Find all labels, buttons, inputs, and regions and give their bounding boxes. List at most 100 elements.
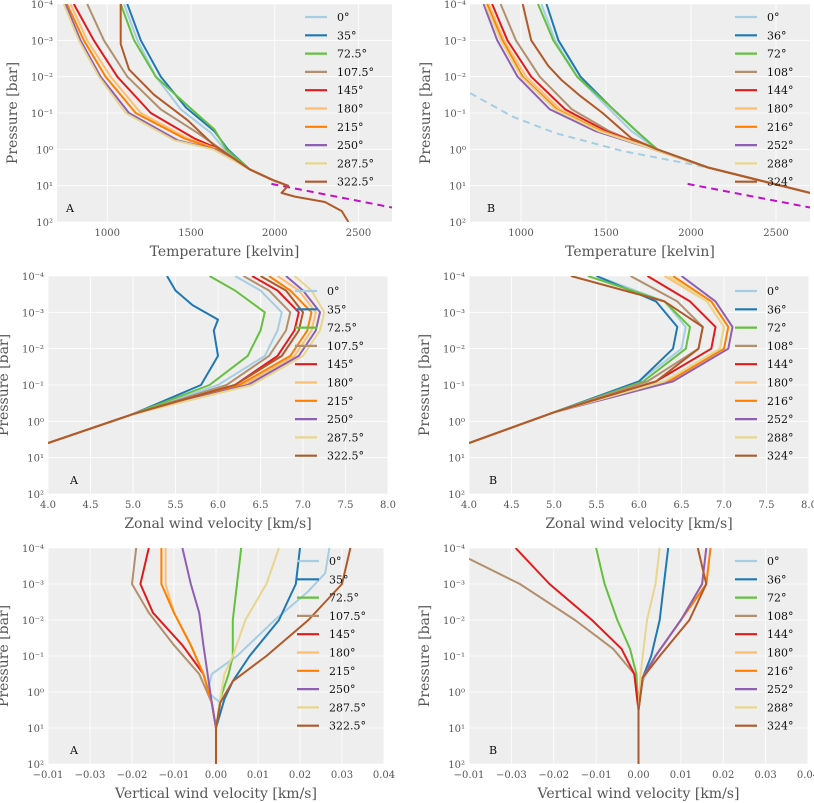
series-group [469, 276, 734, 445]
legend-label: 215° [327, 395, 354, 408]
x-tick-label: 0.02 [289, 770, 311, 781]
y-tick-label: 10⁻² [443, 616, 465, 627]
x-tick-label: 8.0 [380, 500, 396, 511]
legend-label: 180° [329, 647, 356, 660]
legend-label: 250° [327, 413, 354, 426]
x-tick-label: 4.5 [83, 500, 99, 511]
legend-label: 180° [767, 647, 794, 660]
y-tick-label: 10⁻¹ [444, 109, 466, 120]
y-tick-label: 10⁻⁴ [443, 272, 465, 283]
reference-line [271, 182, 392, 209]
panel-letter: A [69, 744, 79, 757]
legend-label: 252° [767, 413, 794, 426]
series-line [181, 548, 217, 764]
x-tick-label: 1000 [508, 228, 533, 239]
y-tick-label: 10⁻² [22, 345, 44, 356]
legend-label: 0° [767, 555, 780, 568]
legend-label: 288° [767, 701, 794, 714]
x-tick-label: 7.0 [716, 500, 732, 511]
x-axis-label: Temperature [kelvin] [150, 244, 300, 260]
legend-label: 216° [767, 121, 794, 134]
x-tick-label: 0.04 [797, 770, 814, 781]
legend-label: 216° [767, 395, 794, 408]
x-tick-label: 7.5 [338, 500, 354, 511]
x-tick-label: 0.00 [627, 770, 649, 781]
legend-label: 324° [767, 450, 794, 463]
series-group [469, 548, 712, 764]
x-tick-label: 7.5 [759, 500, 775, 511]
x-tick-label: 0.02 [712, 770, 734, 781]
y-tick-label: 10⁻² [22, 616, 44, 627]
y-tick-label: 10¹ [448, 454, 465, 465]
legend-label: 145° [329, 628, 356, 641]
panel-zonal-A: 4.0 4.5 5.0 5.5 6.0 6.5 7.0 7.5 8.0 10⁻⁴ 10⁻³ 10⁻² 1… [0, 272, 396, 532]
series-line [637, 548, 708, 764]
legend-label: 288° [767, 431, 794, 444]
y-tick-label: 10⁻³ [443, 580, 465, 591]
y-tick-label: 10⁻² [31, 73, 53, 84]
panel-vertical-B: −0.01 −0.03 −0.02 −0.01 0.00 0.01 0.02 0.03 0.04… [417, 544, 814, 802]
y-tick-label: 10¹ [27, 724, 44, 735]
x-tick-label: 2500 [346, 228, 371, 239]
legend-label: 0° [767, 11, 780, 24]
x-tick-label: 4.0 [40, 500, 56, 511]
y-tick-label: 10⁻² [443, 345, 465, 356]
x-tick-label: 1500 [593, 228, 618, 239]
legend-label: 180° [767, 377, 794, 390]
y-axis-label: Pressure [bar] [417, 334, 433, 436]
series-line [521, 4, 810, 194]
legend-label: 215° [329, 665, 356, 678]
legend-label: 287.5° [329, 701, 366, 714]
y-tick-label: 10⁰ [448, 417, 465, 428]
legend-label: 72° [767, 322, 787, 335]
x-tick-label: 4.0 [461, 500, 477, 511]
x-tick-label: 4.5 [504, 500, 520, 511]
reference-line [687, 182, 810, 209]
y-tick-label: 10⁻⁴ [22, 272, 44, 283]
y-tick-label: 10⁰ [27, 688, 44, 699]
x-tick-label: 0.03 [331, 770, 353, 781]
legend-label: 36° [767, 573, 787, 586]
x-tick-label: 0.01 [670, 770, 692, 781]
y-axis-label: Pressure [bar] [5, 62, 21, 164]
y-tick-label: 10² [449, 218, 466, 229]
legend-label: 108° [767, 66, 794, 79]
legend-label: 322.5° [337, 176, 374, 189]
legend-label: 252° [767, 139, 794, 152]
legend-label: 180° [767, 103, 794, 116]
x-axis-label: Zonal wind velocity [km/s] [124, 516, 311, 532]
y-tick-label: 10⁻⁴ [31, 0, 53, 11]
panel-letter: A [65, 202, 75, 215]
x-tick-label: −0.01 [581, 770, 612, 781]
x-tick-label: −0.02 [117, 770, 148, 781]
x-tick-label: 0.04 [373, 770, 395, 781]
panel-letter: A [69, 474, 79, 487]
legend-label: 252° [767, 683, 794, 696]
x-tick-label: 5.0 [125, 500, 141, 511]
legend-label: 72.5° [329, 592, 359, 605]
legend-label: 0° [329, 555, 342, 568]
x-tick-label: −0.03 [75, 770, 106, 781]
legend-label: 144° [767, 84, 794, 97]
legend-label: 322.5° [329, 720, 366, 733]
y-tick-label: 10² [27, 490, 44, 501]
legend-label: 72.5° [337, 48, 367, 61]
legend-label: 0° [767, 285, 780, 298]
x-tick-label: 2000 [262, 228, 287, 239]
y-tick-label: 10² [448, 760, 465, 771]
y-tick-label: 10⁻¹ [22, 381, 44, 392]
x-tick-label: 0.00 [205, 770, 227, 781]
legend-label: 144° [767, 358, 794, 371]
x-axis-label: Vertical wind velocity [km/s] [537, 786, 740, 802]
y-tick-label: 10⁻⁴ [444, 0, 466, 11]
y-tick-label: 10⁻³ [444, 36, 466, 47]
series-line [469, 276, 704, 445]
series-group [62, 4, 392, 222]
series-group [470, 4, 810, 209]
series-line [215, 548, 352, 764]
legend-label: 107.5° [337, 66, 374, 79]
y-tick-label: 10¹ [448, 724, 465, 735]
y-tick-label: 10⁻³ [31, 36, 53, 47]
legend-label: 35° [337, 29, 357, 42]
x-axis-label: Vertical wind velocity [km/s] [114, 786, 317, 802]
